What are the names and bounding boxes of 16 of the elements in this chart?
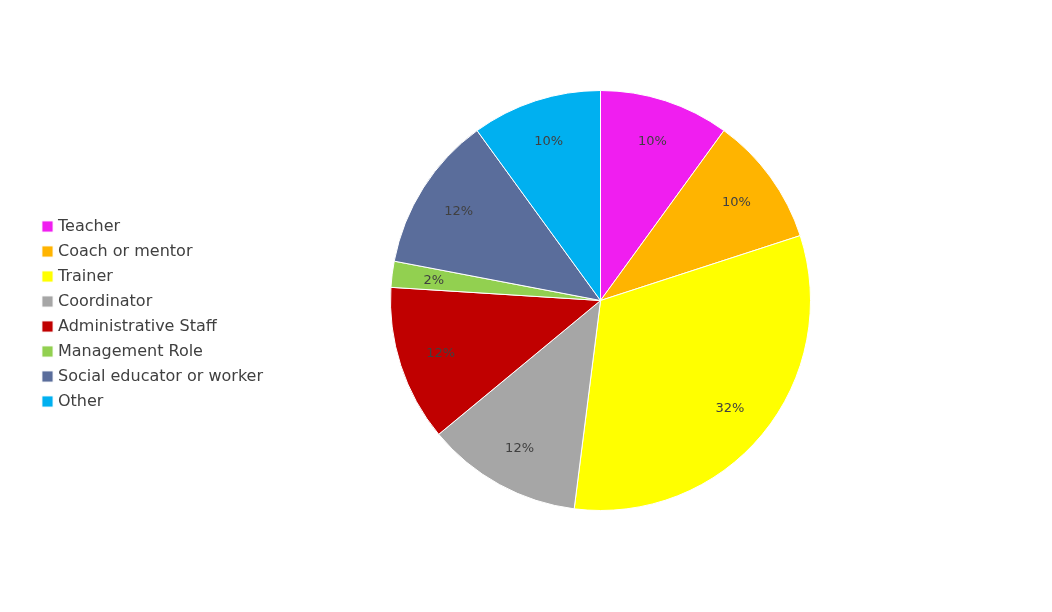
legend-label: Coordinator xyxy=(58,291,153,310)
data-label: 10% xyxy=(534,133,564,149)
legend-label: Management Role xyxy=(58,341,203,360)
data-label: 12% xyxy=(426,344,456,360)
legend-label: Trainer xyxy=(58,266,113,285)
data-label: 12% xyxy=(444,202,474,218)
legend-label: Teacher xyxy=(58,216,121,235)
data-label: 2% xyxy=(423,271,445,287)
legend-label: Administrative Staff xyxy=(58,316,217,335)
data-label: 32% xyxy=(715,400,745,416)
legend-label: Social educator or worker xyxy=(58,366,264,385)
data-label: 12% xyxy=(505,440,535,456)
legend-label: Other xyxy=(58,391,104,410)
data-label: 10% xyxy=(637,133,667,149)
legend-label: Coach or mentor xyxy=(58,241,193,260)
data-label: 10% xyxy=(721,194,751,210)
